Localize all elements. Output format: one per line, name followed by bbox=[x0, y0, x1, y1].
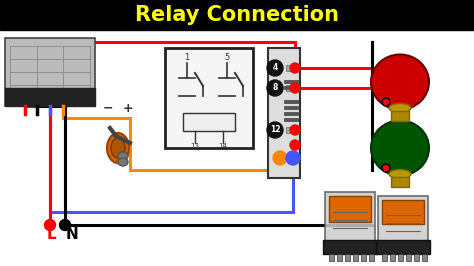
Text: 12: 12 bbox=[270, 126, 280, 135]
Text: +: + bbox=[123, 102, 133, 114]
Bar bbox=[325, 192, 375, 250]
Circle shape bbox=[383, 165, 389, 171]
Circle shape bbox=[45, 219, 55, 231]
Ellipse shape bbox=[111, 138, 125, 158]
Circle shape bbox=[382, 164, 390, 172]
Bar bbox=[284, 112, 298, 115]
Bar bbox=[391, 111, 409, 121]
Circle shape bbox=[267, 122, 283, 138]
Bar bbox=[382, 254, 387, 261]
Ellipse shape bbox=[371, 120, 429, 176]
Bar bbox=[369, 254, 374, 261]
Bar bbox=[414, 254, 419, 261]
Bar bbox=[0, 30, 474, 266]
Text: 8: 8 bbox=[272, 84, 278, 93]
Ellipse shape bbox=[371, 55, 429, 110]
Bar bbox=[268, 48, 300, 178]
Ellipse shape bbox=[118, 152, 128, 160]
Bar bbox=[353, 254, 358, 261]
Circle shape bbox=[290, 125, 300, 135]
Text: 5: 5 bbox=[224, 53, 229, 63]
Bar bbox=[337, 254, 342, 261]
Text: −: − bbox=[103, 102, 113, 114]
Circle shape bbox=[267, 80, 283, 96]
Circle shape bbox=[290, 83, 300, 93]
Circle shape bbox=[290, 140, 300, 150]
Ellipse shape bbox=[389, 169, 411, 178]
Bar bbox=[323, 240, 377, 254]
Bar bbox=[345, 254, 350, 261]
Circle shape bbox=[60, 219, 71, 231]
Bar bbox=[291, 85, 295, 91]
Circle shape bbox=[383, 99, 389, 105]
Ellipse shape bbox=[389, 103, 411, 113]
Ellipse shape bbox=[118, 158, 128, 166]
Bar bbox=[382, 200, 424, 224]
Bar bbox=[183, 113, 235, 131]
Bar bbox=[406, 254, 411, 261]
Bar bbox=[286, 127, 290, 133]
Bar bbox=[284, 100, 298, 103]
Text: L: L bbox=[47, 227, 56, 242]
Bar bbox=[284, 118, 298, 121]
Bar bbox=[5, 88, 95, 106]
Bar bbox=[0, 0, 474, 30]
Bar bbox=[390, 254, 395, 261]
Bar bbox=[398, 254, 403, 261]
Bar bbox=[284, 106, 298, 109]
Bar bbox=[284, 80, 298, 83]
Bar bbox=[5, 38, 95, 106]
Circle shape bbox=[290, 63, 300, 73]
Bar bbox=[378, 196, 428, 250]
Circle shape bbox=[273, 151, 287, 165]
Text: 14: 14 bbox=[219, 143, 228, 149]
Bar bbox=[286, 85, 290, 91]
Bar bbox=[361, 254, 366, 261]
Bar bbox=[329, 254, 334, 261]
Text: N: N bbox=[66, 227, 79, 242]
Bar bbox=[329, 196, 371, 222]
Bar bbox=[284, 86, 298, 89]
Circle shape bbox=[382, 98, 390, 106]
Text: 4: 4 bbox=[273, 64, 278, 73]
Bar bbox=[291, 127, 295, 133]
Circle shape bbox=[267, 60, 283, 76]
Bar bbox=[165, 48, 253, 148]
Bar bbox=[376, 240, 430, 254]
Text: Relay Connection: Relay Connection bbox=[135, 5, 339, 25]
Bar bbox=[391, 177, 409, 187]
Circle shape bbox=[286, 151, 300, 165]
Text: 1: 1 bbox=[184, 53, 190, 63]
Bar bbox=[422, 254, 427, 261]
Ellipse shape bbox=[107, 133, 129, 163]
Text: 13: 13 bbox=[191, 143, 200, 149]
Bar bbox=[286, 65, 290, 71]
Bar bbox=[291, 65, 295, 71]
